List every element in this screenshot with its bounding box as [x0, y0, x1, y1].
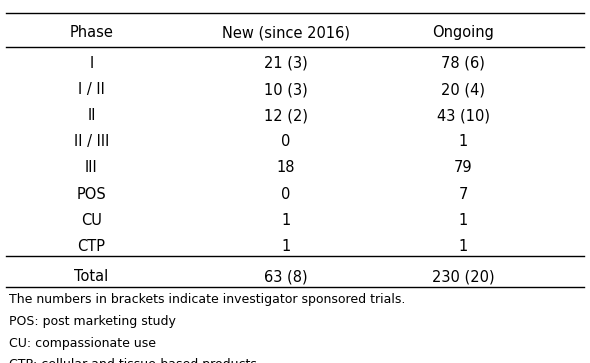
Text: I: I — [89, 56, 94, 71]
Text: CU: compassionate use: CU: compassionate use — [9, 337, 156, 350]
Text: 7: 7 — [458, 187, 468, 201]
Text: 1: 1 — [458, 239, 468, 254]
Text: POS: post marketing study: POS: post marketing study — [9, 315, 176, 328]
Text: 0: 0 — [281, 134, 291, 149]
Text: 78 (6): 78 (6) — [441, 56, 485, 71]
Text: 1: 1 — [458, 134, 468, 149]
Text: The numbers in brackets indicate investigator sponsored trials.: The numbers in brackets indicate investi… — [9, 293, 405, 306]
Text: 1: 1 — [281, 213, 291, 228]
Text: II: II — [87, 108, 96, 123]
Text: CTP: CTP — [77, 239, 106, 254]
Text: 18: 18 — [277, 160, 296, 175]
Text: I / II: I / II — [78, 82, 105, 97]
Text: 1: 1 — [281, 239, 291, 254]
Text: 20 (4): 20 (4) — [441, 82, 485, 97]
Text: 79: 79 — [454, 160, 473, 175]
Text: CTP: cellular and tissue-based products: CTP: cellular and tissue-based products — [9, 359, 257, 363]
Text: III: III — [85, 160, 98, 175]
Text: 0: 0 — [281, 187, 291, 201]
Text: Phase: Phase — [70, 25, 113, 40]
Text: New (since 2016): New (since 2016) — [222, 25, 350, 40]
Text: CU: CU — [81, 213, 102, 228]
Text: 43 (10): 43 (10) — [437, 108, 490, 123]
Text: Total: Total — [74, 269, 109, 284]
Text: Ongoing: Ongoing — [432, 25, 494, 40]
Text: 12 (2): 12 (2) — [264, 108, 308, 123]
Text: 10 (3): 10 (3) — [264, 82, 308, 97]
Text: 21 (3): 21 (3) — [264, 56, 308, 71]
Text: POS: POS — [77, 187, 106, 201]
Text: II / III: II / III — [74, 134, 109, 149]
Text: 230 (20): 230 (20) — [432, 269, 494, 284]
Text: 63 (8): 63 (8) — [264, 269, 308, 284]
Text: 1: 1 — [458, 213, 468, 228]
